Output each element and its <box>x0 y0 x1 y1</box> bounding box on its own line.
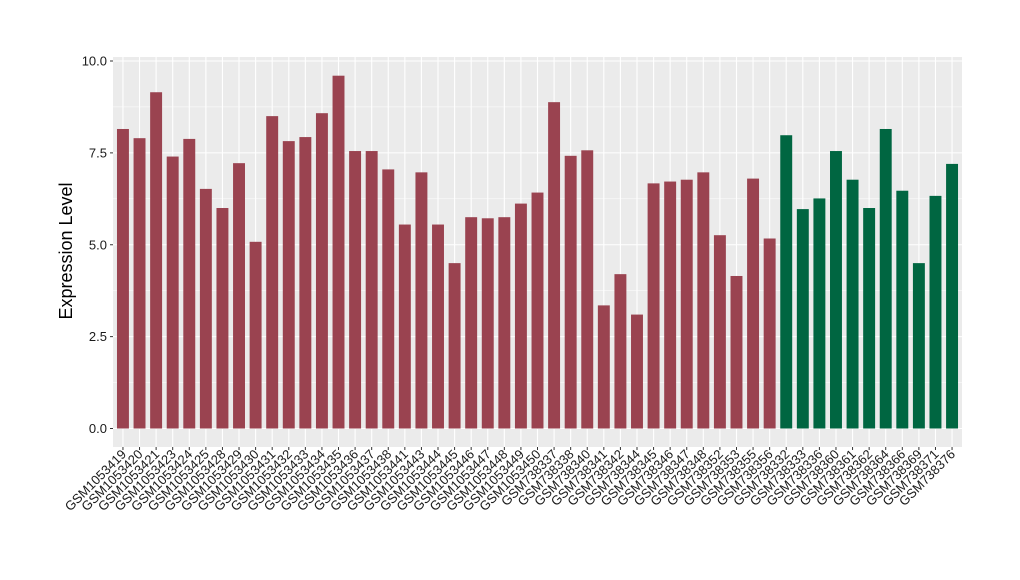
bar-gsm738371 <box>929 195 942 429</box>
y-axis-title: Expression Level <box>56 182 76 319</box>
bar-gsm738369 <box>912 263 925 429</box>
bar-gsm1053428 <box>216 208 229 429</box>
bar-gsm738353 <box>730 275 743 429</box>
bar-gsm738336 <box>813 198 826 429</box>
bar-gsm738364 <box>879 128 892 429</box>
bar-gsm1053447 <box>481 218 494 429</box>
bar-gsm738347 <box>680 179 693 429</box>
y-tick-label: 5.0 <box>89 237 107 252</box>
bar-gsm738338 <box>564 155 577 429</box>
bar-gsm738345 <box>647 183 660 429</box>
bar-gsm738342 <box>614 274 627 429</box>
bar-gsm738333 <box>796 209 809 429</box>
bar-gsm738346 <box>664 181 677 429</box>
bar-gsm738341 <box>597 305 610 429</box>
bar-gsm738356 <box>763 238 776 429</box>
bar-gsm1053435 <box>332 75 345 429</box>
bar-gsm1053419 <box>116 128 129 429</box>
bar-gsm1053434 <box>315 113 328 429</box>
bar-gsm1053436 <box>349 151 362 429</box>
bar-gsm738361 <box>846 179 859 429</box>
bars <box>116 75 959 429</box>
bar-gsm1053445 <box>448 263 461 429</box>
bar-gsm1053421 <box>150 92 163 429</box>
bar-gsm1053432 <box>282 141 295 429</box>
bar-gsm1053441 <box>398 224 411 429</box>
bar-gsm1053423 <box>166 156 179 429</box>
bar-gsm1053449 <box>514 203 527 429</box>
bar-gsm1053424 <box>183 138 196 429</box>
bar-gsm738348 <box>697 172 710 429</box>
bar-gsm1053438 <box>382 169 395 429</box>
y-tick-label: 0.0 <box>89 421 107 436</box>
y-tick-label: 2.5 <box>89 329 107 344</box>
x-axis: GSM1053419GSM1053420GSM1053421GSM1053423… <box>62 447 958 514</box>
bar-gsm738376 <box>946 163 959 429</box>
bar-gsm738352 <box>713 235 726 429</box>
bar-gsm738366 <box>896 190 909 429</box>
bar-gsm1053429 <box>233 163 245 429</box>
bar-gsm738355 <box>747 178 760 429</box>
bar-gsm738362 <box>863 208 876 429</box>
bar-gsm1053420 <box>133 138 146 429</box>
y-tick-label: 10.0 <box>82 54 107 69</box>
bar-gsm738332 <box>780 135 793 429</box>
y-axis: 0.0 2.5 5.0 7.5 10.0 <box>82 54 113 436</box>
bar-gsm738360 <box>830 151 842 429</box>
bar-gsm1053443 <box>415 172 428 429</box>
bar-gsm1053430 <box>249 241 262 429</box>
bar-gsm738337 <box>548 102 561 429</box>
bar-gsm738340 <box>581 150 594 429</box>
y-tick-label: 7.5 <box>89 145 107 160</box>
bar-gsm1053431 <box>266 116 279 429</box>
bar-gsm1053433 <box>299 137 312 429</box>
bar-gsm1053448 <box>498 217 511 429</box>
bar-gsm738344 <box>631 314 643 429</box>
bar-gsm1053437 <box>365 151 378 429</box>
bar-gsm1053444 <box>432 224 444 429</box>
bar-gsm1053450 <box>531 192 544 429</box>
bar-gsm1053446 <box>465 217 478 429</box>
bar-gsm1053425 <box>199 188 212 429</box>
